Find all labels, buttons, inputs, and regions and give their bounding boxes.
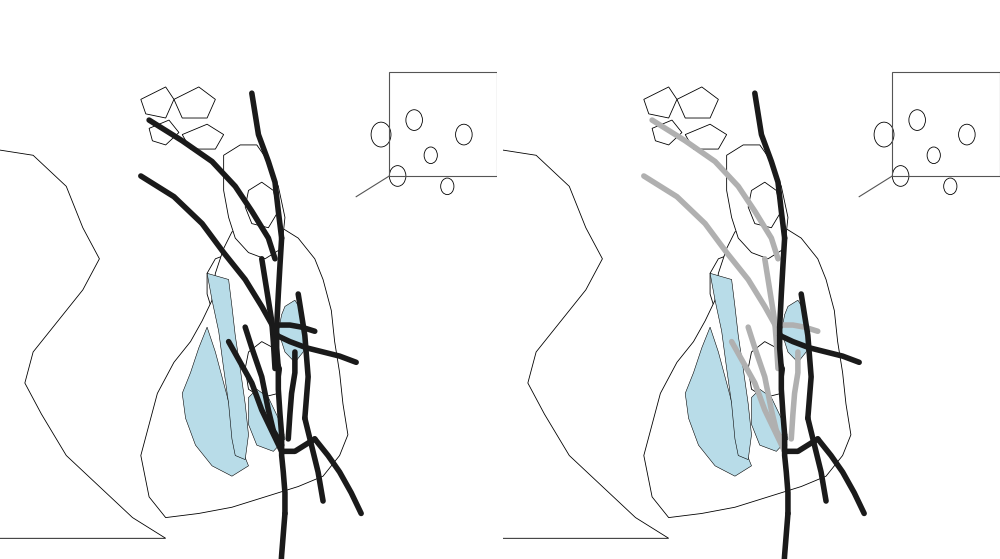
Polygon shape	[677, 87, 718, 118]
Polygon shape	[149, 120, 179, 145]
Polygon shape	[224, 145, 285, 259]
Polygon shape	[752, 389, 788, 451]
Polygon shape	[141, 87, 174, 118]
Polygon shape	[748, 342, 785, 397]
Polygon shape	[0, 135, 166, 538]
Polygon shape	[278, 300, 306, 362]
Polygon shape	[710, 273, 752, 459]
Polygon shape	[685, 327, 752, 476]
Polygon shape	[141, 224, 348, 518]
Circle shape	[406, 110, 422, 130]
Circle shape	[909, 110, 925, 130]
Polygon shape	[644, 87, 677, 118]
Polygon shape	[370, 228, 834, 559]
Circle shape	[389, 165, 406, 186]
Polygon shape	[0, 228, 331, 559]
Polygon shape	[182, 327, 248, 476]
Polygon shape	[727, 145, 788, 259]
Circle shape	[944, 178, 957, 195]
Circle shape	[927, 147, 940, 164]
Polygon shape	[182, 124, 224, 149]
Polygon shape	[174, 87, 215, 118]
Polygon shape	[362, 135, 669, 538]
Polygon shape	[245, 182, 278, 228]
Circle shape	[959, 124, 975, 145]
Polygon shape	[245, 342, 282, 397]
Circle shape	[424, 147, 437, 164]
Polygon shape	[781, 300, 809, 362]
Circle shape	[441, 178, 454, 195]
Polygon shape	[207, 253, 298, 445]
Circle shape	[874, 122, 894, 147]
Polygon shape	[644, 224, 851, 518]
Circle shape	[892, 165, 909, 186]
Polygon shape	[207, 273, 248, 459]
Polygon shape	[748, 182, 781, 228]
Circle shape	[456, 124, 472, 145]
Polygon shape	[685, 124, 727, 149]
Circle shape	[371, 122, 391, 147]
Polygon shape	[652, 120, 682, 145]
Polygon shape	[248, 389, 285, 451]
Polygon shape	[710, 253, 801, 445]
